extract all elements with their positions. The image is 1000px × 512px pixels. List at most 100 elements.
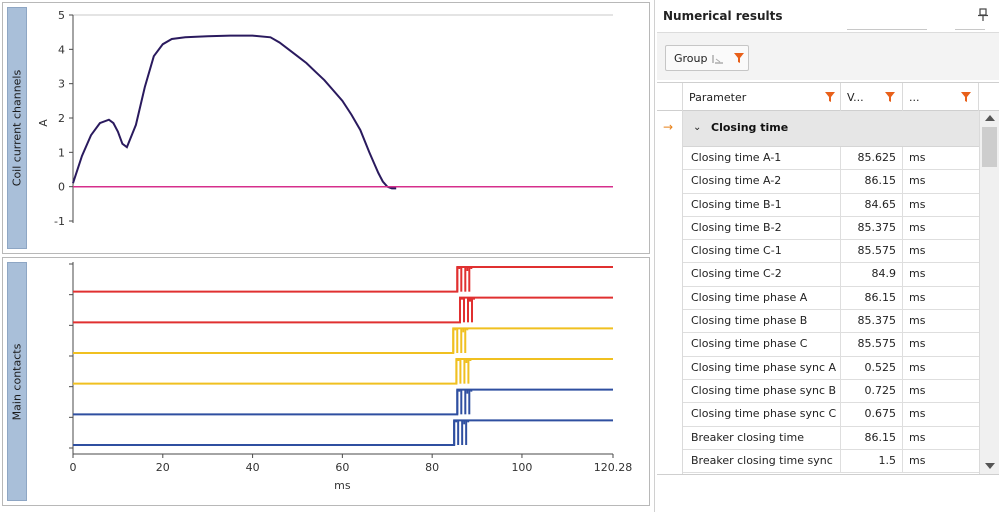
y-axis-label: A (37, 119, 50, 127)
contact-trace-line (73, 419, 613, 446)
table-row[interactable]: Closing time phase C 85.575 ms (683, 333, 979, 357)
cell-parameter: Closing time C-2 (683, 263, 841, 287)
group-button[interactable]: Group (665, 45, 749, 71)
table-row[interactable]: Closing time phase sync B 0.725 ms (683, 379, 979, 404)
coil-current-side-label: Coil current channels (7, 7, 27, 249)
y-tick-label: 4 (58, 43, 65, 56)
grid-header: Parameter V... ... (657, 83, 999, 111)
cell-unit: ms (909, 174, 926, 188)
group-by-area: Group (657, 32, 999, 80)
column-header-value[interactable]: V... (841, 83, 903, 111)
table-row[interactable]: Closing time A-2 86.15 ms (683, 170, 979, 194)
header-indicator-cell (657, 83, 683, 111)
x-tick-label: 100 (511, 461, 532, 474)
pin-icon[interactable] (977, 8, 989, 22)
cell-unit: ms (909, 197, 926, 211)
table-row[interactable]: Closing time phase B 85.375 ms (683, 310, 979, 334)
results-header: Numerical results (655, 0, 1000, 30)
filter-icon[interactable] (825, 92, 835, 102)
contact-trace-line (73, 266, 613, 293)
cell-value: 1.5 (841, 449, 903, 474)
cell-value: 86.15 (841, 170, 903, 194)
contact-trace-line (73, 327, 613, 354)
cell-parameter: Closing time phase sync C (683, 403, 841, 427)
column-header-value-label: V... (847, 91, 864, 104)
column-header-unit-label: ... (909, 91, 920, 104)
y-tick-label: -1 (54, 215, 65, 228)
cell-value: 85.575 (841, 240, 903, 264)
pin-icon-glyph (978, 8, 988, 21)
grid-footer (657, 474, 999, 510)
x-tick-label: 0 (70, 461, 77, 474)
table-row[interactable]: Closing time C-2 84.9 ms (683, 263, 979, 287)
x-tick-label: 60 (335, 461, 349, 474)
cell-parameter: Closing time B-2 (683, 216, 841, 241)
cell-value: 85.375 (841, 216, 903, 241)
sort-icon-glyph (712, 55, 723, 64)
contact-trace-line (73, 358, 613, 385)
filter-icon[interactable] (734, 53, 744, 63)
filter-icon[interactable] (885, 92, 895, 102)
x-tick-label: 20 (156, 461, 170, 474)
cell-parameter: Closing time phase C (683, 333, 841, 357)
results-title: Numerical results (663, 9, 783, 23)
chevron-down-icon[interactable]: ⌄ (693, 122, 702, 133)
x-tick-label: 120.28 (594, 461, 633, 474)
contact-trace (73, 419, 613, 446)
cell-value: 86.15 (841, 426, 903, 450)
header-divider (955, 29, 985, 30)
cell-parameter: Closing time phase B (683, 310, 841, 334)
results-grid: Parameter V... ... → ⌄ (657, 82, 999, 475)
table-row[interactable]: Breaker closing time 86.15 ms (683, 426, 979, 450)
scroll-up-arrow-icon[interactable] (985, 115, 995, 121)
group-row-closing-time[interactable]: ⌄ Closing time (683, 111, 979, 147)
cell-parameter: Breaker closing time (683, 426, 841, 450)
row-indicator-column: → (657, 111, 683, 475)
cell-unit: ms (909, 220, 926, 234)
main-contacts-side-label: Main contacts (7, 262, 27, 501)
cell-value: 84.9 (841, 263, 903, 287)
cell-value: 85.625 (841, 147, 903, 171)
result-rows: Closing time A-1 85.625 ms Closing time A-2… (683, 147, 979, 474)
scroll-down-arrow-icon[interactable] (985, 463, 995, 469)
cell-unit: ms (909, 267, 926, 281)
column-header-unit[interactable]: ... (903, 83, 979, 111)
grid-scrollbar[interactable] (979, 111, 999, 475)
cell-parameter: Closing time phase sync B (683, 379, 841, 404)
table-row[interactable]: Closing time phase sync A 0.525 ms (683, 356, 979, 380)
filter-icon-glyph (961, 92, 971, 102)
contact-trace-line (73, 388, 613, 416)
column-header-parameter-label: Parameter (689, 91, 747, 104)
cell-value: 0.725 (841, 379, 903, 404)
cell-parameter: Closing time A-2 (683, 170, 841, 194)
column-header-parameter[interactable]: Parameter (683, 83, 841, 111)
cell-unit: ms (909, 430, 926, 444)
table-row[interactable]: Closing time phase sync C 0.675 ms (683, 403, 979, 427)
main-contacts-chart: 0 20 40 60 80 100 120.28 ms (69, 262, 633, 492)
contact-trace (73, 388, 613, 416)
group-button-label: Group (674, 52, 708, 65)
table-row[interactable]: Closing time B-1 84.65 ms (683, 193, 979, 217)
table-row[interactable]: Closing time C-1 85.575 ms (683, 240, 979, 264)
cell-unit: ms (909, 290, 926, 304)
table-row[interactable]: Closing time B-2 85.375 ms (683, 216, 979, 241)
numerical-results-panel: Numerical results Group (654, 0, 1000, 512)
table-row[interactable]: Closing time A-1 85.625 ms (683, 147, 979, 171)
sort-icon (712, 54, 724, 64)
contact-trace (73, 358, 613, 385)
contact-trace (73, 327, 613, 354)
cell-parameter: Closing time A-1 (683, 147, 841, 171)
y-tick-label: 5 (58, 9, 65, 22)
scroll-thumb[interactable] (982, 127, 997, 167)
table-row[interactable]: Breaker closing time sync 1.5 ms (683, 449, 979, 474)
cell-unit: ms (909, 314, 926, 328)
current-row-arrow-icon: → (663, 120, 674, 134)
table-row[interactable]: Closing time phase A 86.15 ms (683, 286, 979, 311)
header-divider (847, 29, 927, 30)
filter-icon-glyph (734, 53, 744, 63)
coil-current-chart: 5 4 3 2 1 0 -1 A (37, 9, 613, 228)
cell-value: 0.525 (841, 356, 903, 380)
main-contacts-panel: Main contacts 0 20 40 60 80 100 120.28 ms (2, 257, 650, 506)
filter-icon[interactable] (961, 92, 971, 102)
x-axis-label: ms (334, 479, 351, 492)
